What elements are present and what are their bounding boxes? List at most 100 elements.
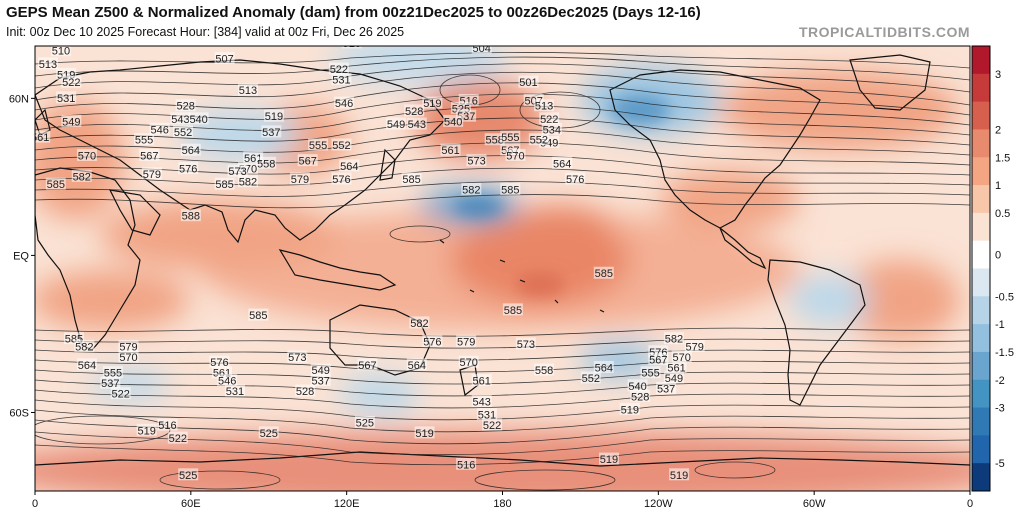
contour-label: 519 [423, 98, 441, 110]
colorbar-swatch [972, 351, 990, 381]
contour-label: 582 [665, 334, 683, 346]
contour-label: 570 [506, 150, 524, 162]
contour-label: 549 [387, 119, 405, 131]
contour-label-bg [593, 360, 614, 373]
contour-label-bg [310, 374, 331, 387]
lon-tick-label: 0 [967, 498, 973, 510]
contour-label: 549 [665, 373, 683, 385]
contour-label: 501 [519, 77, 537, 89]
contour-label: 564 [340, 161, 358, 173]
contour-label-bg [45, 177, 66, 190]
contour-label-bg [471, 395, 492, 407]
colorbar-swatch [972, 185, 990, 214]
colorbar-label: 1 [995, 180, 1001, 192]
contour-label: 588 [182, 211, 200, 223]
contour-label-bg [328, 62, 349, 75]
colorbar-swatch [972, 407, 990, 436]
contour-label: 561 [441, 145, 459, 157]
contour-label: 510 [343, 38, 361, 50]
contour-label-bg [258, 426, 279, 439]
contour-label-bg [539, 112, 560, 125]
contour-label-bg [74, 340, 95, 353]
contour-label: 528 [176, 101, 194, 113]
lon-tick-label: 180 [493, 498, 511, 510]
contour-label: 525 [356, 417, 374, 429]
contour-label-bg [482, 418, 503, 431]
longitude-axis: 0 60E 120E 180 120W 60W 0 [32, 491, 973, 510]
contour-label-bg [173, 125, 194, 138]
contour-label-bg [443, 114, 464, 127]
contour-label: 552 [174, 127, 192, 139]
contour-label-bg [354, 415, 375, 428]
colorbar-swatch [972, 157, 990, 186]
contour-label-bg [331, 73, 352, 86]
contour-label-bg [456, 457, 477, 470]
contour-label-bg [334, 96, 355, 109]
site-credit: TROPICALTIDBITS.COM [798, 24, 970, 40]
contour-label-bg [466, 154, 487, 167]
contour-label: 513 [535, 101, 553, 113]
contour-label-bg [341, 46, 362, 49]
colorbar: 3 2 1.5 1 0.5 0 -0.5 -1 -1.5 -2 -3 -5 [971, 45, 1014, 492]
contour-label: 582 [410, 318, 428, 330]
contour-label-bg [458, 355, 479, 368]
contour-label-bg [256, 156, 277, 169]
contour-label-bg [541, 122, 562, 135]
contour-label-bg [404, 104, 425, 117]
contour-label: 510 [52, 46, 70, 58]
contour-label: 585 [501, 184, 519, 196]
contour-label-bg [141, 167, 162, 180]
contour-label: 567 [299, 156, 317, 168]
contour-label-bg [110, 387, 131, 400]
contour-label: 531 [332, 75, 350, 87]
contour-label: 522 [169, 433, 187, 445]
contour-label-bg [157, 418, 178, 431]
contour-label-bg [500, 182, 521, 195]
contour-label-bg [180, 209, 201, 222]
contour-label: 540 [189, 114, 207, 126]
contour-label-bg [580, 371, 601, 384]
contour-label: 567 [358, 360, 376, 372]
contour-label: 555 [501, 132, 519, 144]
contour-label-bg [471, 46, 492, 54]
contour-label: 552 [582, 373, 600, 385]
contour-label-bg [339, 159, 360, 172]
contour-label-bg [331, 172, 352, 185]
contour-label: 558 [486, 135, 504, 147]
contour-label-bg [534, 99, 555, 112]
colorbar-swatch [972, 240, 990, 269]
contour-label: 555 [135, 135, 153, 147]
colorbar-label: 1.5 [995, 152, 1010, 164]
contour-label-bg [640, 366, 661, 379]
contour-label: 525 [260, 428, 278, 440]
colorbar-swatch [972, 324, 990, 353]
colorbar-swatch [972, 268, 990, 297]
contour-label-bg [515, 337, 536, 350]
contour-label-bg [188, 112, 209, 125]
contour-label-bg [528, 133, 549, 146]
contour-label: 558 [535, 365, 553, 377]
contour-label-bg [671, 350, 692, 363]
contour-label: 564 [182, 145, 200, 157]
contour-label-bg [502, 303, 523, 316]
contour-label-bg [386, 117, 407, 130]
contour-label-bg [440, 143, 461, 156]
contour-label-bg [50, 46, 71, 57]
lon-tick-label: 120E [334, 498, 360, 510]
contour-label-bg [175, 99, 196, 112]
contour-label-bg [76, 358, 97, 371]
coastlines [35, 54, 970, 467]
contour-label-bg [534, 363, 555, 376]
contour-label: 561 [473, 376, 491, 388]
contour-label: 579 [143, 169, 161, 181]
contour-label: 585 [215, 179, 233, 191]
contour-label: 531 [57, 93, 75, 105]
contour-label: 519 [621, 404, 639, 416]
contour-label-bg [471, 374, 492, 387]
contour-label-bg [630, 389, 651, 402]
contour-label-bg [178, 162, 199, 175]
contour-label: 525 [179, 470, 197, 482]
contour-label: 552 [530, 135, 548, 147]
contour-label: 564 [553, 158, 571, 170]
contour-label: 570 [78, 150, 96, 162]
